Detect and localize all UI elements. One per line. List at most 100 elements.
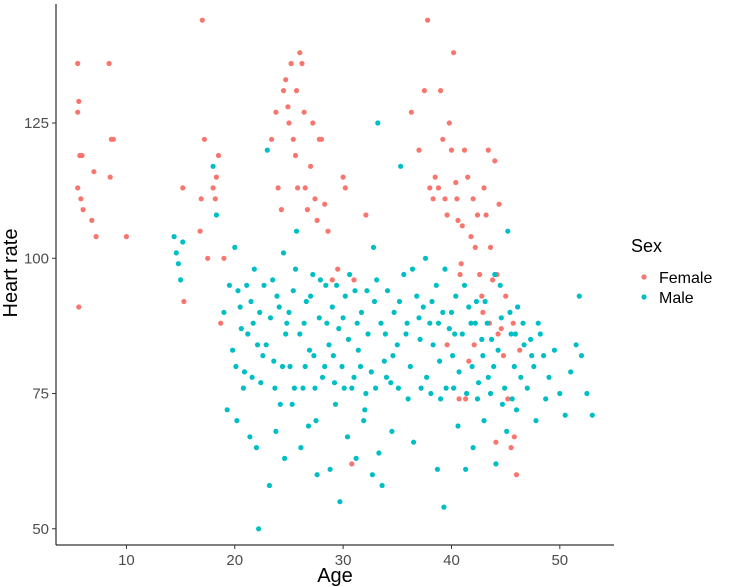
data-point-female <box>511 434 517 440</box>
data-point-male <box>301 320 307 326</box>
data-point-male <box>355 347 361 353</box>
data-point-female <box>273 109 279 115</box>
data-point-female <box>75 109 81 115</box>
data-point-female <box>278 207 284 213</box>
data-point-male <box>459 331 465 337</box>
data-point-male <box>485 374 491 380</box>
data-point-female <box>269 136 275 142</box>
data-point-male <box>305 423 312 429</box>
legend-male-label: Male <box>659 290 694 307</box>
data-point-male <box>434 466 440 472</box>
data-point-male <box>468 320 474 326</box>
data-point-female <box>329 277 335 283</box>
data-point-female <box>199 17 205 23</box>
data-point-male <box>310 271 316 278</box>
data-point-male <box>261 282 267 288</box>
x-tick-label: 50 <box>551 552 568 569</box>
data-point-female <box>456 396 462 402</box>
data-point-male <box>289 401 295 407</box>
data-point-male <box>495 347 501 353</box>
data-point-male <box>383 374 390 380</box>
data-point-male <box>497 282 503 288</box>
data-point-female <box>295 185 301 191</box>
data-point-male <box>244 282 250 288</box>
data-point-male <box>535 320 541 326</box>
data-point-male <box>354 320 360 326</box>
data-point-male <box>298 445 304 451</box>
data-point-female <box>474 212 481 218</box>
data-point-male <box>440 309 446 315</box>
data-point-male <box>404 320 410 326</box>
data-point-male <box>237 304 243 310</box>
data-point-female <box>466 358 472 364</box>
data-point-male <box>482 298 488 305</box>
data-point-male <box>340 315 346 321</box>
data-point-female <box>310 120 316 126</box>
data-point-female <box>292 152 299 159</box>
data-point-male <box>232 244 238 250</box>
data-point-female <box>440 136 446 142</box>
data-point-male <box>353 455 359 461</box>
data-point-male <box>446 326 452 332</box>
data-point-male <box>287 363 293 370</box>
data-point-female <box>442 196 448 202</box>
data-point-male <box>349 385 355 391</box>
data-point-male <box>311 353 317 359</box>
data-point-male <box>584 390 590 397</box>
data-point-male <box>257 309 263 315</box>
data-point-female <box>75 185 81 191</box>
data-point-male <box>450 353 456 359</box>
data-point-male <box>293 228 300 234</box>
data-point-male <box>568 369 574 375</box>
data-point-female <box>335 266 341 272</box>
data-point-male <box>363 390 369 397</box>
data-point-female <box>106 60 112 67</box>
data-point-male <box>226 282 232 288</box>
data-point-female <box>342 185 348 191</box>
data-point-male <box>272 385 278 391</box>
data-point-female <box>107 174 113 180</box>
data-point-male <box>330 353 336 359</box>
data-point-female <box>500 353 507 359</box>
data-point-female <box>493 439 499 445</box>
data-point-female <box>299 60 305 67</box>
data-point-male <box>336 326 342 332</box>
data-point-male <box>428 390 434 397</box>
data-point-female <box>471 342 477 348</box>
data-point-male <box>442 266 448 272</box>
data-point-male <box>344 434 351 440</box>
data-point-female <box>280 88 287 94</box>
y-tick-label: 100 <box>24 250 49 267</box>
data-point-male <box>381 358 387 364</box>
data-point-female <box>325 228 331 234</box>
data-point-female <box>461 147 468 153</box>
data-point-female <box>455 217 461 223</box>
data-point-male <box>235 288 241 294</box>
data-point-male <box>271 358 277 364</box>
data-point-male <box>473 298 479 305</box>
data-point-female <box>510 320 516 326</box>
data-point-male <box>327 466 333 472</box>
data-point-male <box>463 466 469 472</box>
data-point-male <box>452 331 458 337</box>
data-point-male <box>395 385 401 391</box>
data-point-female <box>308 163 314 169</box>
data-point-male <box>277 401 283 407</box>
data-point-female <box>340 174 346 180</box>
data-point-male <box>267 315 274 321</box>
data-point-male <box>451 385 457 391</box>
data-point-male <box>456 369 462 375</box>
data-point-female <box>215 152 222 159</box>
data-point-male <box>284 320 290 326</box>
data-point-male <box>241 369 248 375</box>
data-point-male <box>509 396 515 402</box>
data-point-female <box>444 212 450 218</box>
data-point-male <box>175 261 181 267</box>
data-point-female <box>438 88 444 94</box>
data-point-male <box>273 428 279 434</box>
data-point-female <box>496 201 502 207</box>
data-point-male <box>258 380 264 386</box>
data-point-female <box>492 158 498 164</box>
data-point-male <box>326 342 332 348</box>
data-point-male <box>280 250 287 256</box>
